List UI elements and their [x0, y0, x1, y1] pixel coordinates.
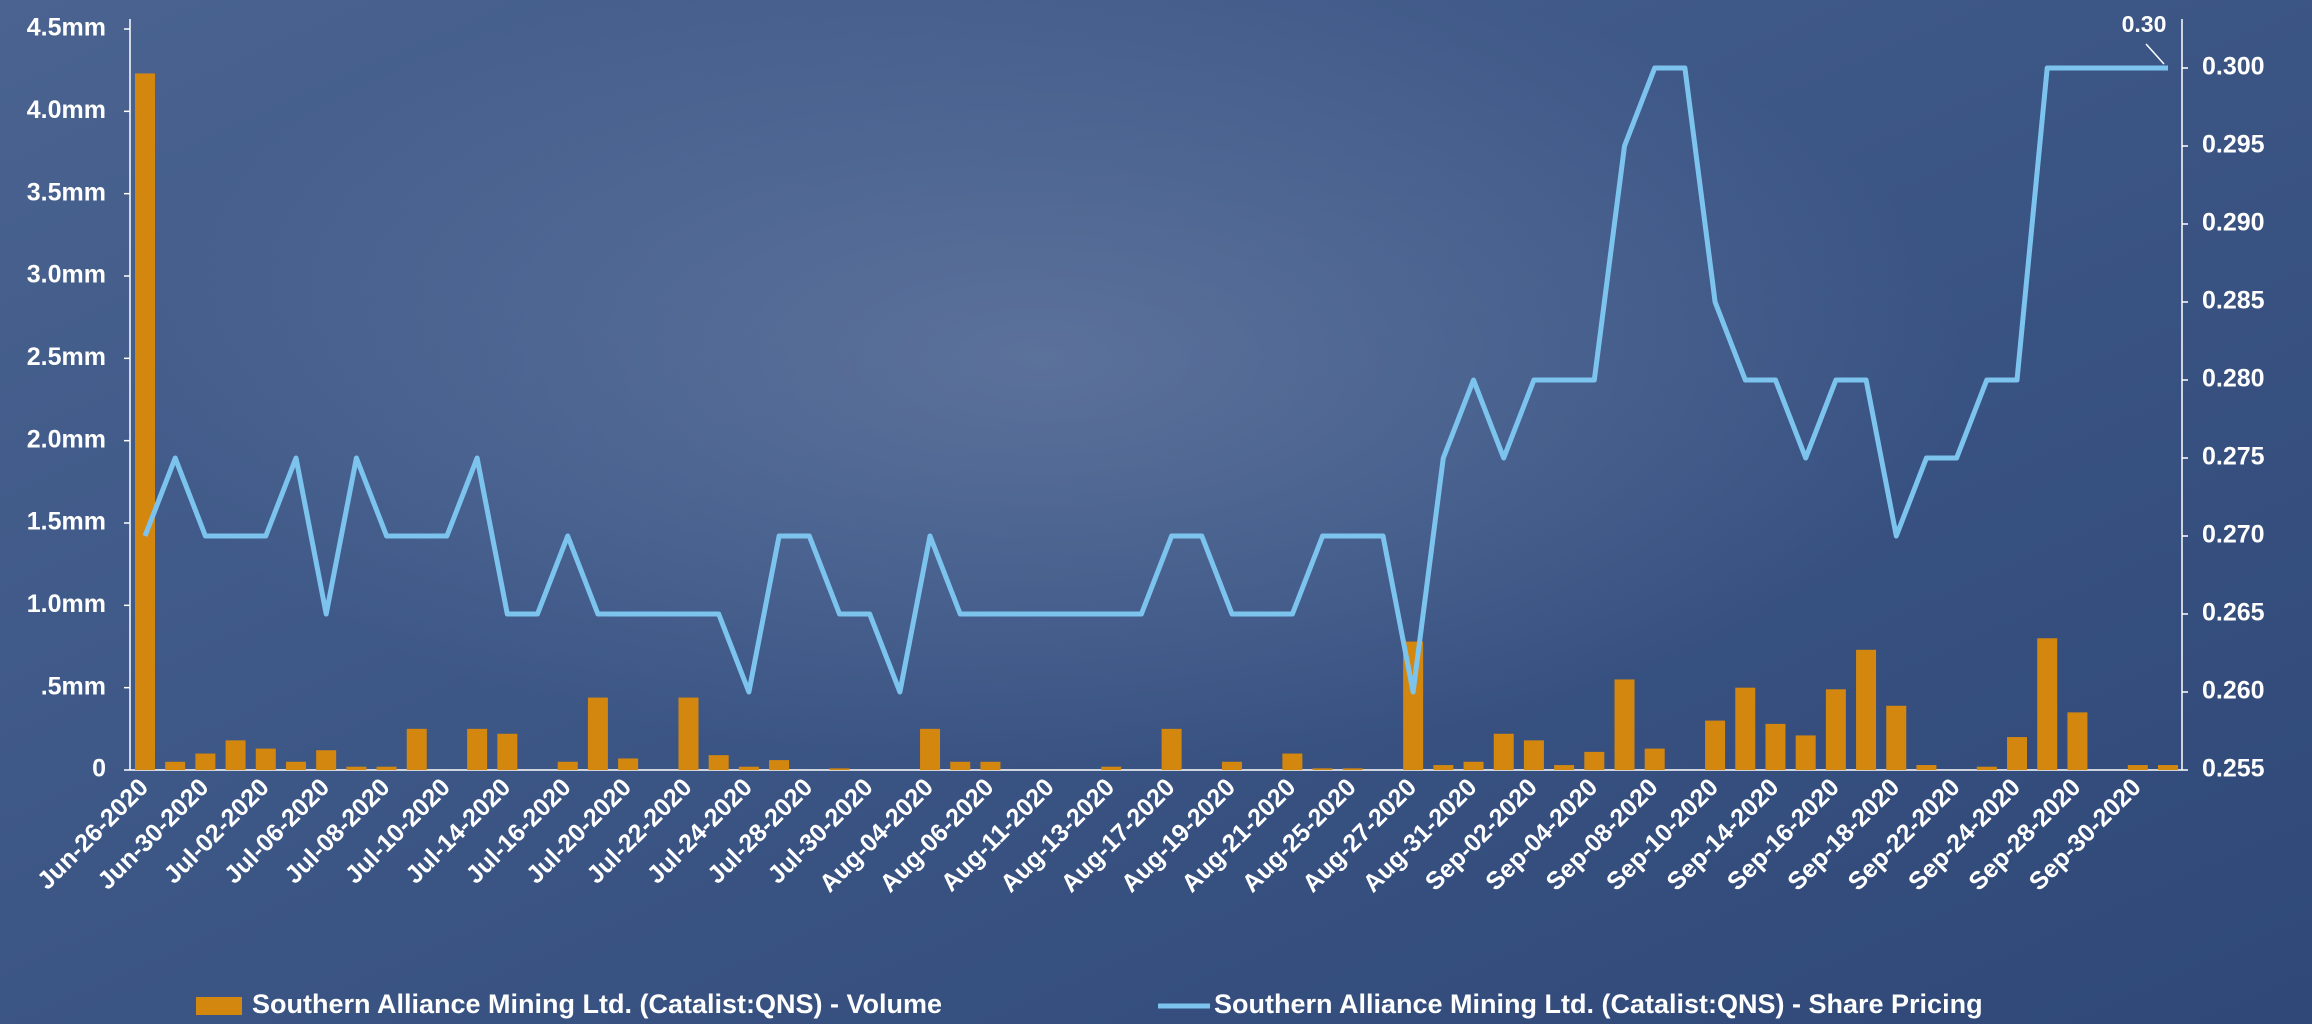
bar [406, 728, 427, 770]
bar [1101, 766, 1122, 770]
bar [1705, 720, 1726, 770]
bar [920, 728, 941, 770]
legend-label: Southern Alliance Mining Ltd. (Catalist:… [252, 989, 942, 1019]
y2-tick-label: 0.285 [2202, 287, 2265, 315]
bar [467, 728, 488, 770]
line [142, 65, 2168, 695]
y-tick-label: 4.0mm [27, 96, 106, 124]
y2-tick-label: 0.255 [2202, 755, 2265, 783]
bar [285, 761, 306, 770]
bar [678, 697, 699, 770]
y-tick-label: 3.0mm [27, 261, 106, 289]
bar [618, 758, 639, 770]
bar [1523, 740, 1544, 770]
bar [1886, 705, 1907, 770]
bar [346, 766, 367, 770]
bar [950, 761, 971, 770]
y2-tick-label: 0.300 [2202, 53, 2265, 81]
legend-label: Southern Alliance Mining Ltd. (Catalist:… [1214, 989, 1983, 1019]
bar [135, 73, 155, 770]
bar [2037, 638, 2058, 770]
y-tick-label: 3.5mm [27, 178, 106, 206]
bar [1161, 728, 1182, 770]
bar [769, 760, 790, 770]
y-tick-label: 0 [92, 755, 106, 783]
y-tick-label: 2.0mm [27, 425, 106, 453]
y-tick-label: .5mm [41, 672, 106, 700]
bar [2067, 712, 2088, 770]
y2-tick-label: 0.290 [2202, 209, 2265, 237]
annotation-leader [2145, 43, 2165, 65]
y2-tick-label: 0.280 [2202, 365, 2265, 393]
bar [195, 753, 216, 770]
bar [2158, 765, 2178, 770]
bar [738, 766, 759, 770]
y2-tick-label: 0.265 [2202, 599, 2265, 627]
bar [587, 697, 608, 770]
bar [1795, 735, 1816, 770]
y-tick-label: 2.5mm [27, 343, 106, 371]
bar [1765, 723, 1786, 770]
bar [1433, 765, 1454, 770]
y2-tick-label: 0.295 [2202, 131, 2265, 159]
bar [1644, 748, 1665, 770]
bar [980, 761, 1001, 770]
bar [255, 748, 276, 770]
bar [1735, 687, 1756, 770]
bar [1463, 761, 1484, 770]
bar [1584, 751, 1605, 770]
bar [1221, 761, 1242, 770]
bar [1976, 766, 1997, 770]
bar [1312, 768, 1333, 770]
y-tick-label: 4.5mm [27, 14, 106, 42]
bar [557, 761, 578, 770]
bar [1825, 689, 1846, 770]
bar [1342, 768, 1363, 770]
bar [708, 755, 729, 770]
bar [1614, 679, 1635, 770]
bar [1856, 649, 1877, 770]
y-tick-label: 1.0mm [27, 590, 106, 618]
bar [2127, 765, 2148, 770]
y2-tick-label: 0.270 [2202, 521, 2265, 549]
bar [1282, 753, 1303, 770]
bar [225, 740, 246, 770]
bar [829, 768, 850, 770]
y2-tick-label: 0.275 [2202, 443, 2265, 471]
bar [376, 766, 397, 770]
bar [1493, 733, 1514, 770]
bar [165, 761, 186, 770]
legend-swatch [196, 997, 242, 1015]
value-label: 0.30 [2122, 11, 2167, 37]
y2-tick-label: 0.260 [2202, 677, 2265, 705]
bar [497, 733, 518, 770]
bar [1554, 765, 1575, 770]
bar [2007, 737, 2028, 770]
bar [316, 750, 337, 770]
y-tick-label: 1.5mm [27, 508, 106, 536]
bar [1916, 765, 1937, 770]
